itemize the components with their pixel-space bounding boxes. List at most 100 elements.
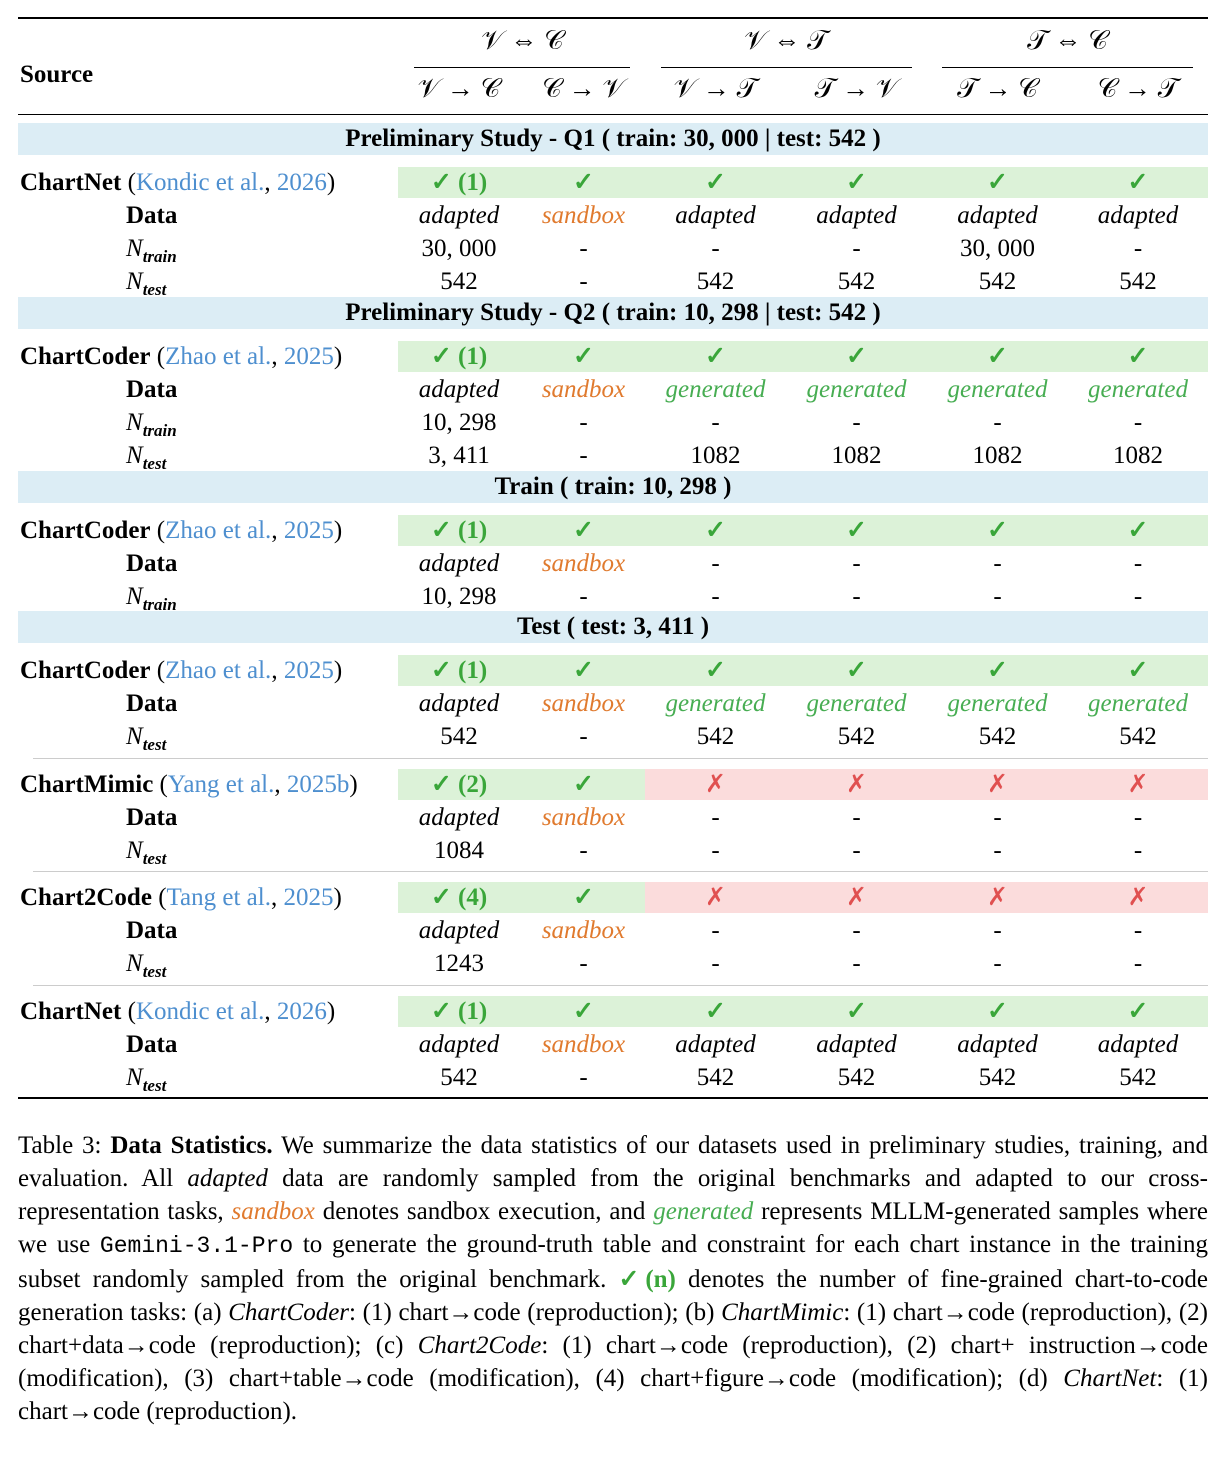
n-train-label: Ntrain xyxy=(126,580,177,621)
n-subscript: train xyxy=(142,595,177,614)
cross-icon: ✗ xyxy=(927,882,1068,913)
data-value: generated xyxy=(947,690,1048,717)
source-cell: ChartNet (Kondic et al., 2026) xyxy=(20,169,336,196)
ntest-row: Ntest 1084 - - - - - xyxy=(18,834,1208,868)
data-value: adapted xyxy=(418,202,500,229)
ntest-value: 542 xyxy=(978,723,1017,750)
check-icon: ✓ xyxy=(520,769,647,800)
citation-authors: Kondic et al. xyxy=(135,169,265,196)
task-header-v-c: 𝒱 → 𝒞 xyxy=(417,73,501,103)
data-value: adapted xyxy=(957,1031,1038,1058)
citation-year: 2026 xyxy=(276,998,327,1025)
check-icon: ✓ xyxy=(786,167,927,198)
data-value: adapted xyxy=(816,202,897,229)
data-value: adapted xyxy=(418,376,500,403)
check-icon: ✓ xyxy=(1068,996,1208,1027)
group-rule-vt xyxy=(661,67,912,68)
data-value: - xyxy=(993,804,1002,831)
caption-text: denotes the number of fine-grained chart… xyxy=(18,1266,1208,1326)
ntest-value: 542 xyxy=(837,1064,876,1091)
data-label: Data xyxy=(126,804,178,831)
cross-icon: ✗ xyxy=(1068,769,1208,800)
ntest-value: 542 xyxy=(1119,268,1157,295)
data-value: - xyxy=(852,804,861,831)
data-value: sandbox xyxy=(541,550,626,577)
data-value: sandbox xyxy=(541,1031,626,1058)
data-row: Data adapted sandbox - - - - xyxy=(18,801,1208,834)
check-icon: ✓ xyxy=(927,167,1068,198)
caption-text: denotes sandbox execution, and xyxy=(314,1198,654,1225)
n-test-label: Ntest xyxy=(126,265,166,306)
ntest-value: 542 xyxy=(978,1064,1017,1091)
task-header-c-v: 𝒞 → 𝒱 xyxy=(542,73,625,103)
data-value: - xyxy=(852,550,861,577)
data-value: adapted xyxy=(418,804,500,831)
caption-check-n: ✓(n) xyxy=(618,1266,676,1293)
data-value: - xyxy=(852,917,861,944)
check-icon: ✓ xyxy=(520,341,647,372)
source-cell: ChartCoder (Zhao et al., 2025) xyxy=(20,657,343,684)
ntest-value: 1082 xyxy=(831,442,882,469)
ntrain-value: - xyxy=(711,235,720,262)
n-subscript: test xyxy=(142,1076,167,1095)
source-row: ChartMimic (Yang et al., 2025b) ✓ (2) ✓ ✗ ✗ ✗… xyxy=(18,768,1208,801)
check-icon: ✓ xyxy=(927,655,1068,686)
ntest-value: 1084 xyxy=(434,837,484,864)
data-value: generated xyxy=(1088,690,1188,717)
data-value: sandbox xyxy=(541,376,626,403)
ntest-value: 3, 411 xyxy=(428,442,490,469)
ntest-value: 542 xyxy=(1119,1064,1157,1091)
cross-icon: ✗ xyxy=(1068,882,1208,913)
source-row: ChartNet (Kondic et al., 2026) ✓ (1) ✓ ✓ ✓ ✓ ✓ xyxy=(18,995,1208,1028)
n-symbol: N xyxy=(126,442,143,469)
ntest-value: 542 xyxy=(440,1064,478,1091)
ntest-value: - xyxy=(579,723,588,750)
ntest-value: 1082 xyxy=(972,442,1023,469)
caption-sandbox: sandbox xyxy=(231,1198,315,1225)
source-name: ChartNet xyxy=(20,169,122,196)
caption-text: to generate the ground-truth table and c… xyxy=(18,1231,1208,1293)
ntest-value: - xyxy=(993,837,1002,864)
task-header-t-v: 𝒯 → 𝒱 xyxy=(814,73,899,103)
ntest-value: - xyxy=(852,950,861,977)
data-label: Data xyxy=(126,690,178,717)
ntest-value: - xyxy=(579,950,588,977)
n-subscript: test xyxy=(142,962,167,981)
check-icon: ✓ xyxy=(786,655,927,686)
table-caption: Table 3: Data Statistics. We summarize t… xyxy=(18,1129,1208,1428)
data-row: Data adapted sandbox - - - - xyxy=(18,914,1208,947)
task-header-v-t: 𝒱 → 𝒯 xyxy=(673,73,758,103)
n-test-label: Ntest xyxy=(126,834,166,875)
data-value: adapted xyxy=(418,550,500,577)
n-subscript: test xyxy=(142,849,167,868)
data-value: adapted xyxy=(418,917,500,944)
support-cell-v-c: ✓ (2) xyxy=(398,769,520,800)
data-row: Data adapted sandbox adapted adapted adapted a… xyxy=(18,199,1208,232)
task-header-t-c: 𝒯 → 𝒞 xyxy=(957,73,1038,103)
data-value: generated xyxy=(806,690,907,717)
data-value: adapted xyxy=(418,1031,500,1058)
support-cell-v-c: ✓ (1) xyxy=(398,341,520,372)
header-rule xyxy=(18,114,1208,115)
n-symbol: N xyxy=(126,409,143,436)
data-value: adapted xyxy=(1097,1031,1179,1058)
check-icon: ✓ xyxy=(520,167,647,198)
data-value: adapted xyxy=(675,202,756,229)
ntest-value: 542 xyxy=(1119,723,1157,750)
data-value: generated xyxy=(1088,376,1188,403)
check-icon: ✓ xyxy=(927,996,1068,1027)
separator xyxy=(33,758,1208,759)
caption-model-name: Gemini-3.1-Pro xyxy=(99,1233,294,1259)
citation-year: 2025 xyxy=(283,517,334,544)
n-symbol: N xyxy=(126,235,143,262)
caption-text: We summarize the data statistics of our … xyxy=(18,1132,1208,1192)
band-train-text: Train ( train: 10, 298 ) xyxy=(494,473,732,500)
section-band-train: Train ( train: 10, 298 ) xyxy=(18,471,1208,503)
data-row: Data adapted sandbox adapted adapted adapted a… xyxy=(18,1028,1208,1061)
n-train-label: Ntrain xyxy=(126,406,177,447)
data-value: adapted xyxy=(957,202,1038,229)
check-icon: ✓ xyxy=(645,167,786,198)
ntest-row: Ntest 542 - 542 542 542 542 xyxy=(18,265,1208,299)
section-band-test: Test ( test: 3, 411 ) xyxy=(18,611,1208,643)
n-symbol: N xyxy=(126,1064,143,1091)
